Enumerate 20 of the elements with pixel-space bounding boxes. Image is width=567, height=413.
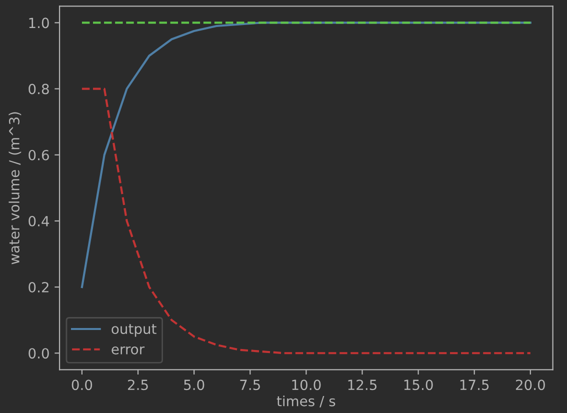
x-tick-label: 5.0 xyxy=(184,380,204,390)
x-tick-label: 10.0 xyxy=(292,380,321,390)
y-tick-label: 1.0 xyxy=(29,18,49,28)
line-series xyxy=(80,88,532,354)
x-tick-label: 17.5 xyxy=(460,380,489,390)
x-tick-label: 0.0 xyxy=(72,380,92,390)
y-axis-title: water volume / (m^3) xyxy=(8,112,22,264)
x-tick-label: 2.5 xyxy=(128,380,148,390)
legend-label: output xyxy=(112,324,156,337)
y-tick-label: 0.0 xyxy=(28,348,49,359)
x-tick-label: 12.5 xyxy=(348,380,376,390)
x-axis-title: times / s xyxy=(276,396,336,408)
legend-label: error xyxy=(112,346,145,354)
x-tick-label: 7.5 xyxy=(240,380,260,390)
y-tick-label: 0.2 xyxy=(28,282,48,293)
y-tick-label: 0.4 xyxy=(28,216,50,226)
x-tick-label: 15.0 xyxy=(404,380,433,390)
x-tick-label: 20.0 xyxy=(516,380,545,390)
y-tick-label: 0.6 xyxy=(28,150,49,160)
y-tick-label: 0.8 xyxy=(28,84,49,94)
